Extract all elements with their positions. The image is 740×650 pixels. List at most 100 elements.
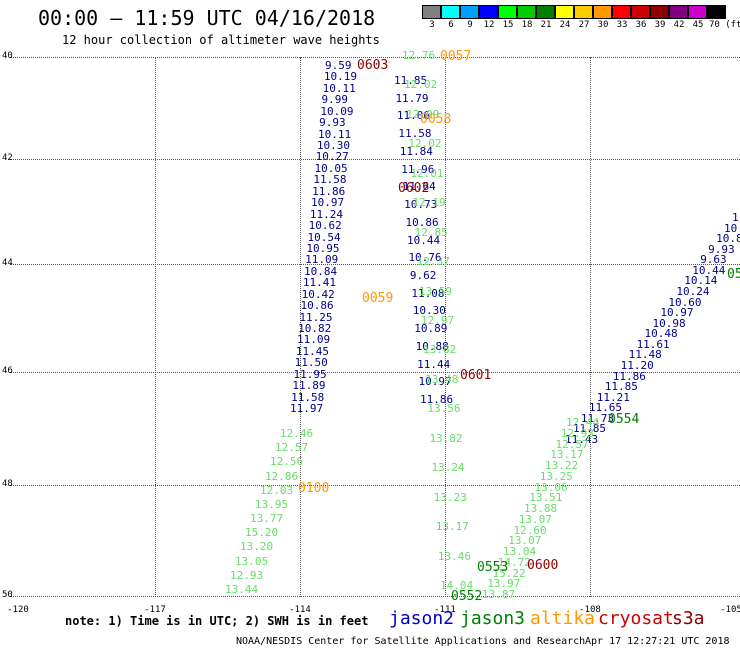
wave-height-value: 14.04 <box>440 579 474 592</box>
wave-height-value: 13.25 <box>539 469 573 483</box>
wave-height-value: 13.05 <box>235 554 269 568</box>
colorbar-label: 24 <box>559 20 571 30</box>
colorbar-swatch <box>574 5 593 19</box>
wave-height-value: 10.86 <box>300 299 334 313</box>
legend-cryosat: cryosat <box>598 608 674 629</box>
pass-time-label: 0057 <box>440 49 472 64</box>
colorbar-swatch <box>707 5 726 19</box>
wave-height-value: 9.62 <box>409 268 437 282</box>
pass-time-label: 0552 <box>451 589 483 604</box>
colorbar-label: 39 <box>654 20 666 30</box>
legend-s3a: s3a <box>672 608 705 629</box>
wave-height-value: 10.19 <box>323 70 357 84</box>
wave-height-value: 12.03 <box>260 483 294 497</box>
wave-height-value: 13.51 <box>529 491 563 505</box>
wave-height-value: 10.89 <box>414 322 448 336</box>
legend-jason3: jason3 <box>460 608 526 629</box>
wave-height-value: 13.97 <box>487 577 521 591</box>
wave-height-value: 10.05 <box>314 161 348 175</box>
wave-height-value: 11.58 <box>398 127 432 141</box>
grid-line-lon <box>300 57 301 597</box>
wave-height-value: 9.93 <box>319 116 346 130</box>
wave-height-value: 13.77 <box>250 512 284 526</box>
colorbar-label: 21 <box>540 20 552 30</box>
wave-height-value: 11.95 <box>293 367 327 381</box>
wave-height-value: 10.97 <box>418 375 452 389</box>
grid-line-lat <box>10 372 740 373</box>
wave-height-value: 12.01 <box>410 166 444 180</box>
wave-height-value: 12.76 <box>402 49 436 62</box>
wave-height-value: 11.26 <box>732 211 740 224</box>
wave-height-value: 12.57 <box>555 437 589 451</box>
wave-height-value: 11.41 <box>302 276 336 290</box>
wave-height-value: 11.21 <box>596 390 630 404</box>
grid-line-lon <box>445 57 446 597</box>
grid-line-lat <box>10 485 740 486</box>
colorbar-label: 45 <box>692 20 704 30</box>
wave-height-value: 11.25 <box>299 310 333 324</box>
wave-height-value: 12.93 <box>230 568 264 582</box>
wave-height-value: 13.48 <box>425 372 459 386</box>
pass-time-label: 0059 <box>362 291 394 306</box>
lat-label: 50 <box>2 590 13 600</box>
colorbar-swatch <box>669 5 688 19</box>
colorbar-swatch <box>555 5 574 19</box>
colorbar-label: 36 <box>635 20 647 30</box>
lon-label: -117 <box>144 605 166 615</box>
wave-height-value: 10.60 <box>668 295 702 309</box>
wave-height-value: 15.20 <box>245 526 279 540</box>
lon-label: -120 <box>7 605 29 615</box>
wave-height-value: 12.09 <box>406 107 440 121</box>
wave-height-value: 13.87 <box>482 588 516 601</box>
colorbar-label: 30 <box>597 20 609 30</box>
wave-height-value: 13.82 <box>423 343 457 357</box>
wave-height-value: 10.44 <box>692 263 726 277</box>
wave-height-value: 10.6 <box>724 221 740 235</box>
lon-label: -105 <box>720 605 740 615</box>
colorbar-swatch <box>479 5 498 19</box>
wave-height-value: 13.46 <box>437 549 471 563</box>
wave-height-value: 13.04 <box>503 545 537 558</box>
wave-height-value: 11.50 <box>294 356 328 370</box>
wave-height-value: 11.96 <box>401 162 435 176</box>
colorbar-swatch <box>517 5 536 19</box>
wave-height-value: 12.56 <box>270 455 304 469</box>
grid-line-lon <box>155 57 156 597</box>
wave-height-value: 10.62 <box>308 219 342 233</box>
wave-height-value: 11.86 <box>420 393 454 406</box>
grid-line-lat <box>10 57 740 58</box>
wave-height-value: 11.86 <box>612 369 646 383</box>
colorbar-label: 42 <box>673 20 685 30</box>
pass-time-label: 05 <box>727 267 740 282</box>
wave-height-value: 10.98 <box>652 316 686 330</box>
wave-height-value: 13.56 <box>427 402 461 416</box>
lon-label: -108 <box>579 605 601 615</box>
wave-height-value: 10.11 <box>318 127 352 141</box>
wave-height-value: 13.95 <box>255 497 289 511</box>
wave-height-value: 10.44 <box>407 233 441 247</box>
colorbar-swatch <box>422 5 441 19</box>
wave-height-value: 13.22 <box>545 459 579 472</box>
wave-height-value: 12.44 <box>566 416 600 429</box>
pass-time-label: 0601 <box>460 368 492 383</box>
wave-height-value: 11.61 <box>636 337 670 351</box>
wave-height-value: 11.08 <box>411 286 445 300</box>
legend-altika: altika <box>530 608 596 629</box>
wave-height-value: 11.65 <box>588 401 622 415</box>
wave-height-value: 13.20 <box>240 540 274 554</box>
wave-height-value: 12.57 <box>275 441 309 455</box>
pass-time-label: 0100 <box>298 481 330 496</box>
colorbar-label: 15 <box>502 20 514 30</box>
wave-height-value: 10.76 <box>408 251 442 265</box>
wave-height-value: 14.72 <box>497 555 531 569</box>
wave-height-value: 15.22 <box>492 566 526 580</box>
wave-height-value: 11.64 <box>402 180 436 194</box>
wave-height-value: 10.86 <box>405 215 439 229</box>
colorbar-swatch <box>650 5 669 19</box>
wave-height-value: 12.93 <box>560 426 594 440</box>
colorbar-swatch <box>631 5 650 19</box>
colorbar-label: 27 <box>578 20 590 30</box>
wave-height-value: 11.58 <box>291 390 325 404</box>
wave-height-value: 12.02 <box>408 137 442 151</box>
wave-height-value: 11.09 <box>305 253 339 267</box>
